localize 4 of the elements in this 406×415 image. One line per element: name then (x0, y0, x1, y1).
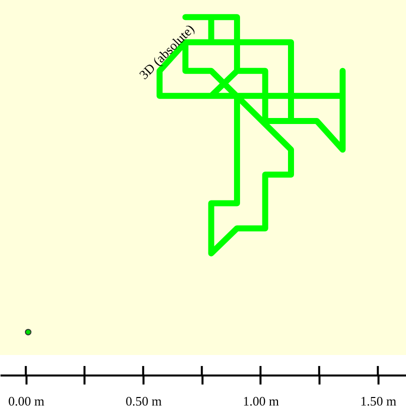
x-tick-label: 1.50 m (360, 394, 396, 408)
x-tick-label: 0.50 m (126, 394, 162, 408)
x-tick-label: 1.00 m (242, 394, 280, 408)
x-tick-label: 0.00 m (8, 394, 44, 408)
